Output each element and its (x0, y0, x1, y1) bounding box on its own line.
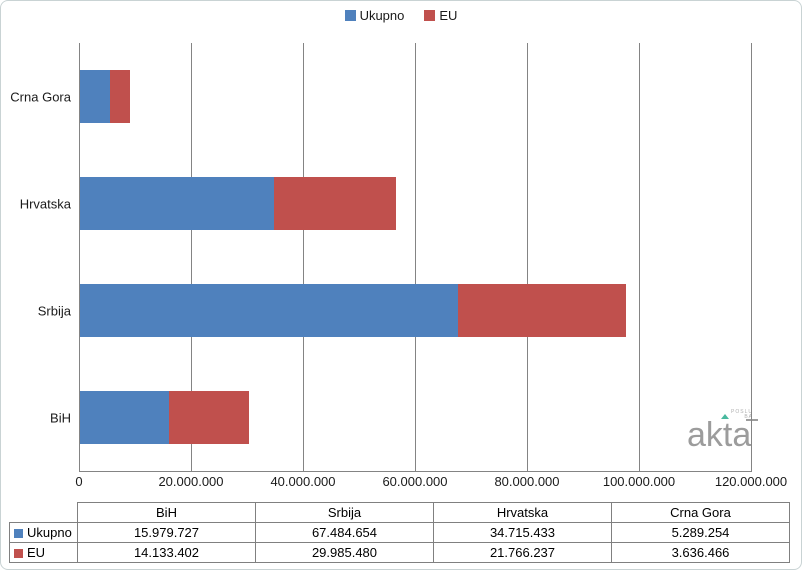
table-row-label: Ukupno (9, 521, 78, 543)
bar-segment-eu-bih (169, 391, 249, 444)
gridline-20.000.000 (191, 43, 192, 471)
table-cell: 5.289.254 (611, 521, 790, 543)
x-axis-line (79, 471, 752, 472)
logo-triangle-icon (721, 414, 730, 419)
x-axis-tick-label: 100.000.000 (602, 474, 676, 489)
logo-wordmark: akta (687, 418, 759, 452)
gridline-120.000.000 (751, 43, 752, 471)
bar-segment-ukupno-srbija (80, 284, 458, 337)
legend-swatch-icon (424, 10, 436, 21)
legend-item-eu: EU (424, 8, 457, 23)
x-axis-tick-label: 60.000.000 (382, 474, 448, 489)
logo-tagline: POSLU BA (731, 410, 753, 420)
x-axis-tick-label: 0 (75, 474, 83, 489)
table-cell: 14.133.402 (77, 541, 256, 563)
x-axis-tick-label: 80.000.000 (494, 474, 560, 489)
logo-tagline-line1: POSLU (731, 409, 753, 415)
gridline-40.000.000 (303, 43, 304, 471)
logo-macron (746, 419, 758, 421)
chart-legend: Ukupno EU (1, 8, 801, 23)
table-corner-blank (10, 503, 78, 523)
table-cell: 3.636.466 (611, 541, 790, 563)
category-label-crna-gora: Crna Gora (10, 89, 71, 104)
category-label-hrvatska: Hrvatska (19, 196, 71, 211)
table-column-header-srbija: Srbija (255, 502, 434, 523)
table-cell: 67.484.654 (255, 521, 434, 543)
bar-segment-ukupno-bih (80, 391, 170, 444)
bar-segment-ukupno-hrvatska (80, 177, 275, 230)
table-cell: 34.715.433 (433, 521, 612, 543)
legend-item-ukupno: Ukupno (344, 8, 405, 23)
table-row-eu: EU 14.133.402 29.985.480 21.766.237 3.636.46… (9, 541, 790, 563)
category-label-srbija: Srbija (37, 303, 71, 318)
table-header-row: BiH Srbija Hrvatska Crna Gora (10, 502, 790, 523)
table-column-header-crna-gora: Crna Gora (611, 502, 790, 523)
logo-tagline-block: POSLU BA (687, 410, 753, 420)
gridline-60.000.000 (415, 43, 416, 471)
x-axis-tick-label: 20.000.000 (158, 474, 224, 489)
table-cell: 21.766.237 (433, 541, 612, 563)
legend-swatch-icon (344, 10, 356, 21)
table-cell: 15.979.727 (77, 521, 256, 543)
legend-label: EU (439, 8, 458, 23)
x-axis-tick-label: 120.000.000 (714, 474, 788, 489)
legend-label: Ukupno (359, 8, 405, 23)
bar-segment-eu-srbija (457, 284, 626, 337)
gridline-100.000.000 (639, 43, 640, 471)
table-row-ukupno: Ukupno 15.979.727 67.484.654 34.715.433 5.28… (9, 521, 790, 543)
bar-segment-eu-hrvatska (274, 177, 397, 230)
table-column-header-hrvatska: Hrvatska (433, 502, 612, 523)
logo-tagline-line2: BA (744, 414, 753, 420)
gridline-0 (79, 43, 80, 471)
data-table: BiH Srbija Hrvatska Crna Gora Ukupno 15.979.7… (9, 502, 790, 563)
table-cell: 29.985.480 (255, 541, 434, 563)
category-label-bih: BiH (50, 410, 71, 425)
table-column-header-bih: BiH (77, 502, 256, 523)
bar-segment-eu-crna-gora (109, 70, 130, 123)
gridline-80.000.000 (527, 43, 528, 471)
akta-logo: POSLU BA akta (687, 410, 759, 452)
x-axis-tick-label: 40.000.000 (270, 474, 336, 489)
series-swatch-icon (14, 528, 23, 538)
bar-segment-ukupno-crna-gora (80, 70, 110, 123)
series-swatch-icon (14, 548, 23, 558)
table-row-label: EU (9, 541, 78, 563)
